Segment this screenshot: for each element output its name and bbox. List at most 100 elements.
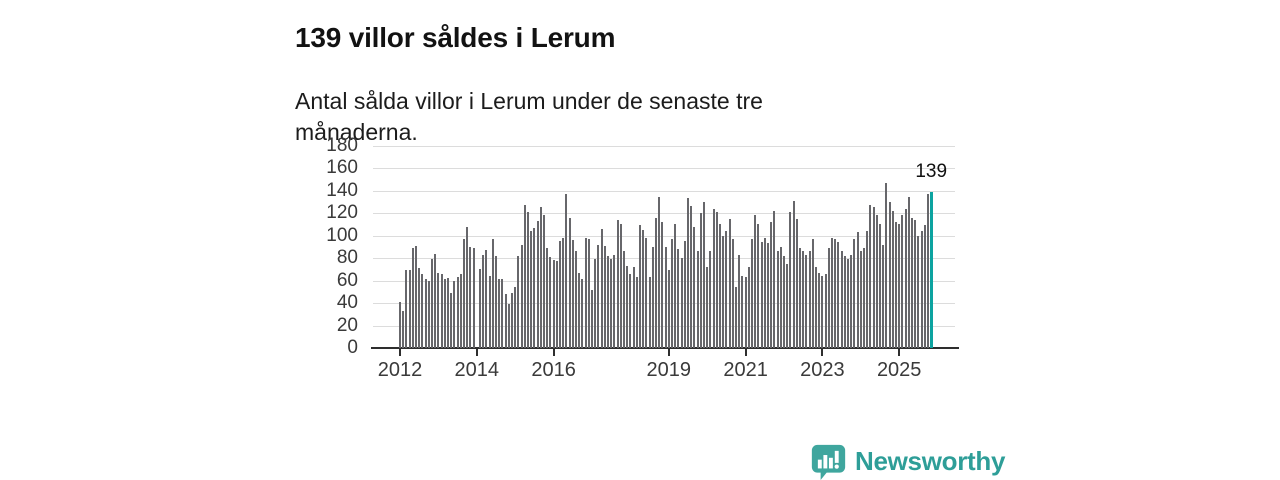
y-axis-label: 60 xyxy=(336,269,358,291)
bar xyxy=(437,272,440,348)
bar xyxy=(776,251,779,348)
y-axis-label: 40 xyxy=(336,292,358,313)
bar xyxy=(786,263,789,348)
bar xyxy=(642,229,645,348)
bar xyxy=(558,241,562,348)
bar xyxy=(571,240,574,348)
bar xyxy=(885,182,888,348)
x-axis-label: 2016 xyxy=(531,359,576,381)
bar xyxy=(645,237,648,348)
bar xyxy=(472,247,475,348)
bar xyxy=(824,273,827,348)
bar xyxy=(398,301,402,348)
bar xyxy=(421,273,424,348)
bar xyxy=(674,224,677,348)
bar xyxy=(651,246,654,348)
bar xyxy=(738,254,741,348)
x-axis-tick xyxy=(399,349,401,356)
gridline xyxy=(373,213,955,214)
bar xyxy=(638,225,642,348)
bar xyxy=(773,210,776,348)
bar xyxy=(728,218,731,348)
bar xyxy=(520,244,523,348)
bar xyxy=(869,205,872,348)
bar xyxy=(853,238,856,348)
bar xyxy=(414,245,418,348)
y-axis-label: 180 xyxy=(326,134,358,156)
bar xyxy=(891,210,894,348)
bar xyxy=(626,265,629,348)
y-axis-label: 20 xyxy=(336,314,358,336)
x-axis-tick xyxy=(552,349,555,356)
bar xyxy=(478,269,482,348)
bar xyxy=(549,256,552,348)
bar xyxy=(677,249,680,348)
bar xyxy=(779,246,782,348)
bar xyxy=(718,224,722,348)
bar xyxy=(907,197,910,348)
bar xyxy=(600,228,603,348)
gridline xyxy=(373,168,955,169)
gridline xyxy=(373,190,955,192)
bar xyxy=(494,255,498,348)
bar xyxy=(456,277,459,348)
bar xyxy=(715,211,718,348)
bar xyxy=(859,251,862,348)
bar xyxy=(699,213,702,348)
bar xyxy=(808,251,811,348)
x-axis-label: 2025 xyxy=(876,359,922,381)
bar xyxy=(610,259,613,348)
x-axis-label: 2014 xyxy=(454,359,500,381)
x-axis-label: 2019 xyxy=(646,359,692,381)
bar xyxy=(619,224,622,348)
highlighted-bar xyxy=(929,191,933,348)
bar xyxy=(622,251,626,348)
bar xyxy=(466,226,469,348)
bar xyxy=(766,243,770,348)
bar xyxy=(411,247,414,348)
bar xyxy=(632,267,635,348)
bar xyxy=(709,251,712,348)
bar xyxy=(802,251,805,348)
bar xyxy=(613,254,616,348)
bar xyxy=(562,237,565,348)
bar xyxy=(536,220,539,348)
bar xyxy=(834,238,837,348)
bar xyxy=(504,294,507,348)
bar xyxy=(875,215,878,348)
bar xyxy=(686,198,690,348)
bar xyxy=(446,278,450,348)
bar xyxy=(485,250,488,348)
bar xyxy=(805,254,808,348)
newsworthy-logo-text: Newsworthy xyxy=(855,446,1006,476)
bar xyxy=(926,193,930,348)
bar xyxy=(667,270,670,348)
bar xyxy=(661,222,664,348)
bar xyxy=(821,276,824,348)
x-axis-label: 2012 xyxy=(377,359,423,381)
bar xyxy=(693,226,696,348)
bar xyxy=(514,287,517,348)
bar xyxy=(690,206,693,348)
bar xyxy=(427,280,430,348)
bar xyxy=(526,211,530,348)
bar xyxy=(702,201,706,348)
bar xyxy=(430,259,434,348)
bar xyxy=(469,246,472,348)
gridline xyxy=(373,280,955,282)
bar xyxy=(462,238,466,348)
x-axis-tick xyxy=(898,349,901,356)
bar xyxy=(680,258,683,348)
bar xyxy=(565,193,568,348)
bar xyxy=(590,289,594,348)
bar xyxy=(648,277,651,348)
bar xyxy=(866,231,869,348)
bar xyxy=(917,235,920,348)
bar xyxy=(744,277,747,348)
bar xyxy=(434,253,437,348)
bar xyxy=(923,225,926,348)
chart-title: 139 villor såldes i Lerum xyxy=(295,21,616,53)
bar xyxy=(920,231,923,348)
